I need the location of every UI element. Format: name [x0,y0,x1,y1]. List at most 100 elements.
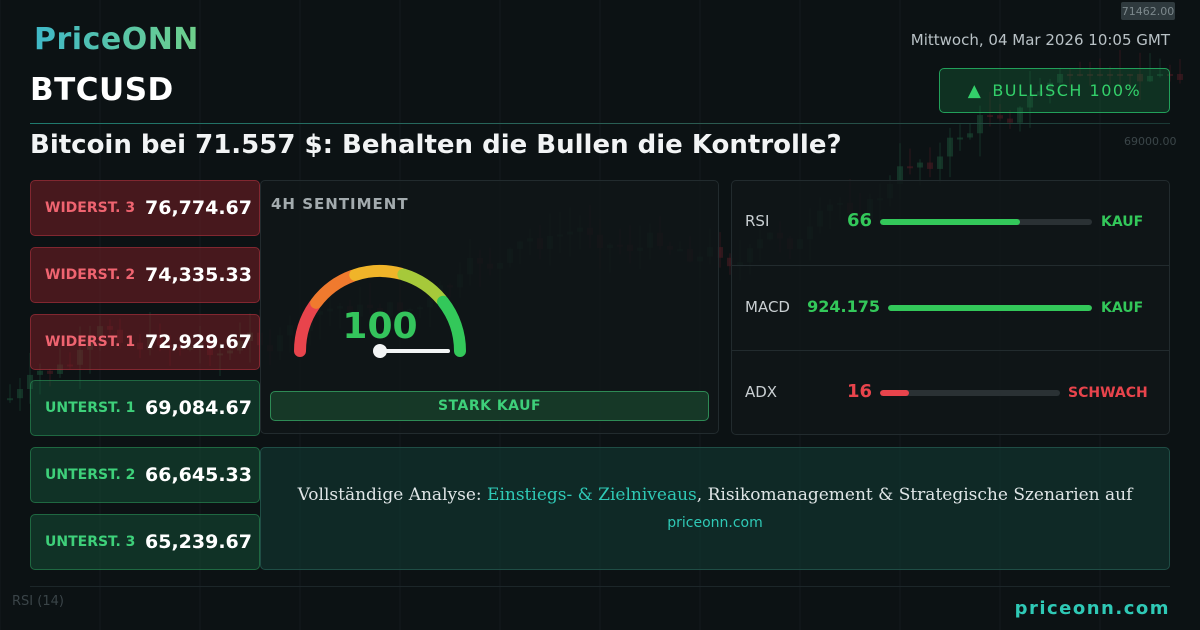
background-candle [947,137,953,157]
indicator-adx-value: 16 [846,381,872,402]
background-candle [967,133,973,138]
background-candle [1007,118,1013,123]
background-rsi-name: RSI [12,594,34,609]
cta-text: Vollständige Analyse: Einstiegs- & Zieln… [260,485,1170,505]
gauge-pivot [373,344,387,358]
gauge-segment [349,265,407,281]
level-label: WIDERST. 2 [45,267,136,283]
background-rsi-label: RSI (14) [12,594,64,609]
gauge-segment [310,269,359,309]
sentiment-verdict: STARK KAUF [270,391,709,421]
level-resistance-3: WIDERST. 3 76,774.67 [30,180,260,236]
background-candle [1157,74,1163,76]
background-candle [1037,91,1043,96]
cta-suffix: , Risikomanagement & Strategische Szenar… [696,485,1133,505]
background-candle [937,156,943,169]
footer-url[interactable]: priceonn.com [1014,598,1170,619]
background-candle [977,115,983,134]
background-candle [1057,74,1063,83]
background-candle [917,162,923,168]
background-candle [1077,74,1083,76]
level-support-2: UNTERST. 2 66,645.33 [30,447,260,503]
level-label: UNTERST. 2 [45,467,136,483]
headline: Bitcoin bei 71.557 $: Behalten die Bulle… [30,130,842,160]
indicator-divider [732,265,1169,266]
priceonn-logo: PriceONN [34,22,199,57]
background-candle [1047,82,1053,92]
level-label: WIDERST. 3 [45,200,136,216]
level-resistance-1: WIDERST. 1 72,929.67 [30,314,260,370]
sentiment-title: 4H SENTIMENT [271,195,409,213]
datetime-stamp: Mittwoch, 04 Mar 2026 10:05 GMT [910,31,1170,49]
level-value: 69,084.67 [145,397,252,419]
background-candle [1167,74,1173,76]
indicator-rsi-fill [880,219,1020,225]
background-candle [717,247,723,258]
background-candle [927,162,933,169]
indicator-macd-bar [888,305,1092,311]
indicator-adx-name: ADX [745,383,778,401]
background-candle [1027,95,1033,108]
level-value: 66,645.33 [145,464,252,486]
background-candle [1147,75,1153,82]
background-candle [897,166,903,185]
level-value: 65,239.67 [145,531,252,553]
background-candle [987,115,993,118]
level-label: UNTERST. 1 [45,400,136,416]
indicator-macd-value: 924.175 [807,297,880,316]
indicator-rsi-signal: KAUF [1101,214,1144,230]
indicator-rsi-name: RSI [745,212,770,230]
level-value: 72,929.67 [145,331,252,353]
gauge-segment [397,268,448,306]
indicator-divider [732,350,1169,351]
level-support-1: UNTERST. 1 69,084.67 [30,380,260,436]
background-candle [907,166,913,169]
background-candle [1127,74,1133,76]
indicator-rsi-bar [880,219,1092,225]
triangle-up-icon: ▲ [967,80,983,101]
level-support-3: UNTERST. 3 65,239.67 [30,514,260,570]
level-value: 74,335.33 [145,264,252,286]
indicator-macd-signal: KAUF [1101,300,1144,316]
level-value: 76,774.67 [145,197,252,219]
cta-prefix: Vollständige Analyse: [297,485,488,505]
background-candle [957,137,963,140]
background-candle [1107,74,1113,76]
gauge-segment [437,295,466,357]
level-label: WIDERST. 1 [45,334,136,350]
cta-link[interactable]: Einstiegs- & Zielniveaus [487,485,697,505]
indicator-rsi-value: 66 [846,210,872,231]
ticker-symbol: BTCUSD [30,72,174,108]
background-price-tag: 71462.00 [1121,2,1175,20]
level-label: UNTERST. 3 [45,534,136,550]
indicator-macd-name: MACD [745,298,790,316]
background-candle [1087,74,1093,76]
indicator-macd-fill [888,305,1092,311]
footer-divider [30,586,1170,587]
gauge-segment [294,299,321,357]
cta-panel [260,447,1170,570]
background-candle [1067,74,1073,76]
background-axis-label: 69000.00 [1124,135,1177,148]
background-candle [1177,74,1183,80]
sentiment-value: 100 [342,306,418,347]
background-candle [1117,74,1123,76]
background-candle [1017,107,1023,123]
cta-url-link[interactable]: priceonn.com [667,515,763,531]
bias-label: BULLISCH 100% [992,81,1142,100]
indicator-adx-bar [880,390,1060,396]
background-candle [1137,74,1143,82]
header-divider [30,123,1170,124]
background-rsi-period: (14) [37,594,64,609]
sentiment-gauge [294,265,466,358]
background-candle [17,389,23,399]
background-candle [727,257,733,267]
level-resistance-2: WIDERST. 2 74,335.33 [30,247,260,303]
indicator-adx-signal: SCHWACH [1068,385,1148,401]
indicator-adx-fill [880,390,909,396]
background-candle [47,370,53,374]
background-candle [37,370,43,375]
bias-badge: ▲ BULLISCH 100% [939,68,1170,113]
background-candle [1097,74,1103,76]
background-candle [7,398,13,401]
